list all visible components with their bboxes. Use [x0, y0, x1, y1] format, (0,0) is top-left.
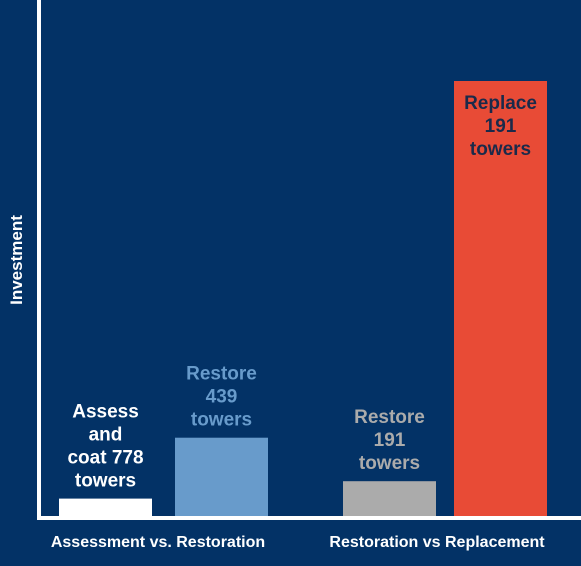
bars — [59, 81, 547, 516]
bar-label-line: 191 — [374, 430, 406, 451]
x-group-label-1: Restoration vs Replacement — [329, 534, 545, 551]
bar-label-line: Assess — [72, 402, 139, 423]
bar-label-line: 191 — [485, 116, 517, 137]
bar-label-1-1: Replace 191 towers — [464, 93, 537, 160]
bar-label-line: and — [89, 425, 123, 446]
bar-0-1 — [175, 437, 268, 516]
bar-label-line: Restore — [186, 364, 257, 385]
bar-label-line: 439 — [206, 387, 238, 408]
bar-label-line: towers — [470, 139, 531, 160]
bar-label-line: towers — [191, 410, 252, 431]
x-group-label-0: Assessment vs. Restoration — [51, 534, 265, 551]
bar-label-line: towers — [75, 471, 136, 492]
axes — [37, 0, 581, 520]
group-labels: Assessment vs. Restoration Restoration vs… — [51, 534, 545, 551]
bar-1-1 — [454, 81, 547, 516]
bar-label-0-1: Restore 439 towers — [186, 364, 257, 431]
bar-label-line: Restore — [354, 407, 425, 428]
bar-0-0 — [59, 498, 152, 516]
bar-label-line: coat 778 — [67, 448, 143, 469]
bar-label-1-0: Restore 191 towers — [354, 407, 425, 474]
bar-label-0-0: Assess and coat 778 towers — [67, 402, 143, 492]
y-axis-label: Investment — [7, 215, 26, 305]
bar-label-line: Replace — [464, 93, 537, 114]
bar-label-line: towers — [359, 453, 420, 474]
bar-1-0 — [343, 481, 436, 516]
